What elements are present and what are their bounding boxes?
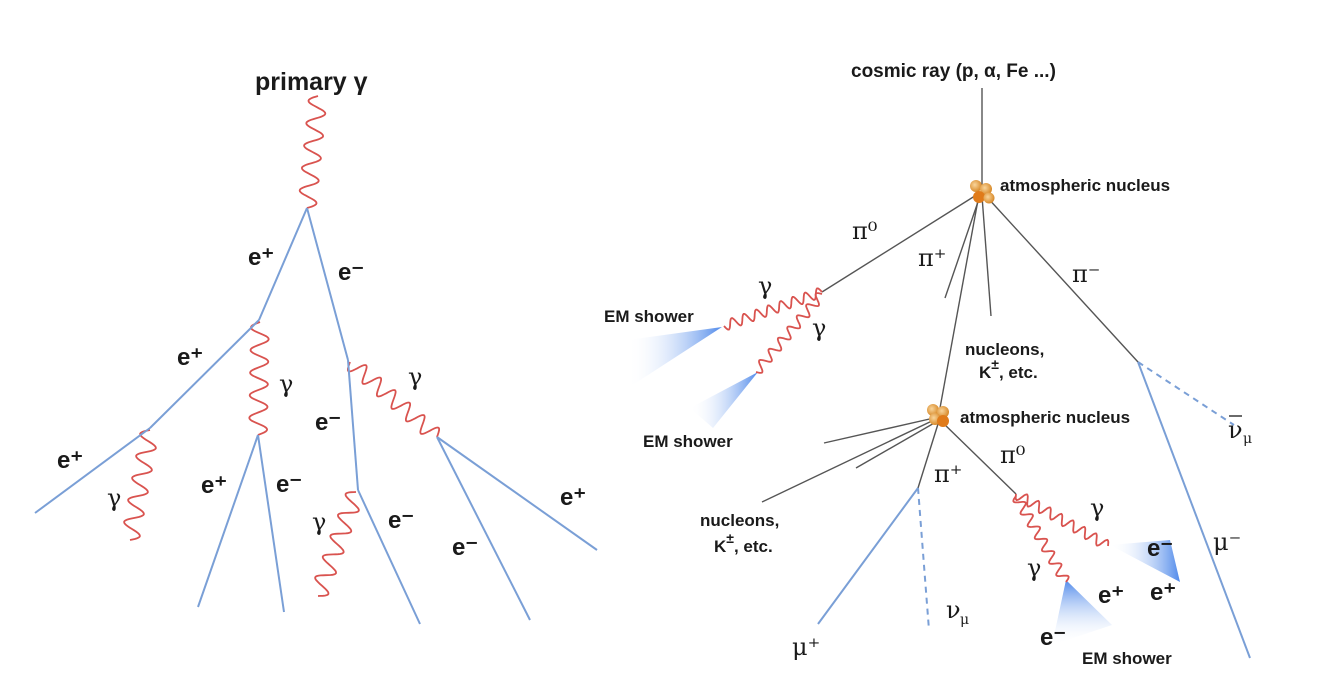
nucleon-line-2b <box>761 419 935 503</box>
label-gamma-1: γ <box>279 370 293 398</box>
nucleons-etc: , etc. <box>999 363 1038 382</box>
cosmic-ray-shower-tree: cosmic ray (p, α, Fe ...) atmospheric nu… <box>604 61 1252 668</box>
em-shower-cone-3 <box>1110 540 1180 582</box>
kaon-symbol: K <box>979 363 992 382</box>
pion-to-nucleus2-line <box>939 199 979 409</box>
photon-wavy-lines <box>123 95 440 597</box>
label-eplus-a: e⁺ <box>1150 579 1176 606</box>
label-eplus-b: e⁺ <box>1098 582 1124 609</box>
pi-minus-line-1 <box>985 195 1139 363</box>
label-eminus-1: e⁻ <box>338 259 364 286</box>
photon-shower-tree: primary γ e⁺ e⁻ e⁺ γ γ e⁻ e⁺ γ e⁺ e⁻ γ e… <box>34 68 598 625</box>
eplus-line-5 <box>436 436 598 551</box>
pi0-line-1 <box>821 193 979 293</box>
nucleons-label-2-line1: nucleons, <box>700 511 779 530</box>
photon-wavy-2 <box>347 361 440 438</box>
photon-wavy-4 <box>314 491 360 597</box>
cosmic-ray-title: cosmic ray (p, α, Fe ...) <box>851 61 1056 82</box>
label-eplus-4: e⁺ <box>201 472 227 499</box>
anti-nu-mu-label: ν μ <box>1228 415 1252 447</box>
atmospheric-nucleus-icon-1 <box>970 180 995 204</box>
nucleons-etc: , etc. <box>734 537 773 556</box>
label-eminus-b: e⁻ <box>1040 624 1066 651</box>
label-eplus-2: e⁺ <box>177 344 203 371</box>
label-eminus-3: e⁻ <box>276 471 302 498</box>
nucleons-label-1-line1: nucleons, <box>965 340 1044 359</box>
eminus-line-5 <box>436 436 531 621</box>
em-shower-label-1: EM shower <box>604 307 694 326</box>
label-pi-plus-2: π⁺ <box>934 460 962 488</box>
em-shower-cone-4 <box>1052 580 1112 645</box>
label-eplus-5: e⁺ <box>560 484 586 511</box>
primary-photon-wavy <box>298 95 327 209</box>
primary-gamma-title: primary γ <box>255 68 368 96</box>
label-gamma-3: γ <box>107 484 121 512</box>
label-gamma-a: γ <box>758 272 772 300</box>
label-eplus-1: e⁺ <box>248 244 274 271</box>
svg-text:ν: ν <box>1228 416 1243 444</box>
svg-text:μ: μ <box>960 612 969 628</box>
svg-text:ν: ν <box>946 596 961 624</box>
eplus-line-1 <box>258 207 308 321</box>
label-gamma-d: γ <box>1027 554 1041 582</box>
em-shower-cone-1 <box>628 327 722 388</box>
pi-plus-line-2 <box>917 423 939 489</box>
anti-nu-mu-line <box>1137 361 1235 426</box>
label-eminus-2: e⁻ <box>315 409 341 436</box>
eminus-line-4 <box>357 489 421 625</box>
nucleon-line-1 <box>981 195 992 317</box>
em-shower-label-2: EM shower <box>643 432 733 451</box>
label-pi0-2: π⁰ <box>1000 441 1025 469</box>
label-eminus-a: e⁻ <box>1147 535 1173 562</box>
mu-minus-line <box>1137 361 1251 659</box>
label-mu-plus: μ⁺ <box>792 633 820 661</box>
nu-mu-label: ν μ <box>946 596 969 628</box>
label-gamma-4: γ <box>312 508 326 536</box>
atmospheric-nucleus-label-2: atmospheric nucleus <box>960 408 1130 427</box>
em-shower-label-3: EM shower <box>1082 649 1172 668</box>
eplus-line-3 <box>34 427 151 514</box>
label-pi-minus-1: π⁻ <box>1072 260 1100 288</box>
svg-text:μ: μ <box>1243 431 1252 447</box>
eplus-line-2 <box>149 319 260 429</box>
eminus-line-1 <box>306 207 349 361</box>
eplus-line-4 <box>197 434 259 608</box>
photon-wavy-1 <box>248 321 270 436</box>
nu-mu-line <box>917 487 930 631</box>
label-gamma-2: γ <box>408 363 422 391</box>
nucleon-line-2a <box>823 417 935 444</box>
gamma-wavy-lines <box>723 287 1110 583</box>
atmospheric-nucleus-label-1: atmospheric nucleus <box>1000 176 1170 195</box>
label-eminus-5: e⁻ <box>452 534 478 561</box>
label-mu-minus: μ⁻ <box>1213 528 1241 556</box>
gamma-wavy-c <box>1014 493 1110 547</box>
label-gamma-b: γ <box>812 314 826 342</box>
eminus-line-2 <box>257 434 285 613</box>
em-shower-cone-2 <box>690 372 758 428</box>
gamma-wavy-a <box>723 287 823 331</box>
kaon-charge: ± <box>991 356 999 372</box>
label-pi-plus-1: π⁺ <box>918 244 946 272</box>
nucleon-line-2c <box>855 421 937 469</box>
nucleons-label-2-line2: K±, etc. <box>714 530 773 556</box>
kaon-charge: ± <box>726 530 734 546</box>
kaon-symbol: K <box>714 537 727 556</box>
label-gamma-c: γ <box>1090 494 1104 522</box>
label-eminus-4: e⁻ <box>388 507 414 534</box>
mu-plus-line <box>817 487 919 625</box>
pi0-line-2 <box>941 421 1017 495</box>
atmospheric-nucleus-icon-2 <box>927 404 949 427</box>
label-pi0-1: π⁰ <box>852 217 877 245</box>
nucleons-label-1-line2: K±, etc. <box>979 356 1038 382</box>
gamma-wavy-b <box>755 292 823 374</box>
eminus-line-3 <box>347 359 359 491</box>
photon-wavy-3 <box>123 429 157 541</box>
label-eplus-3: e⁺ <box>57 447 83 474</box>
gamma-wavy-d <box>1012 495 1070 583</box>
pi-plus-line-1 <box>944 195 981 299</box>
